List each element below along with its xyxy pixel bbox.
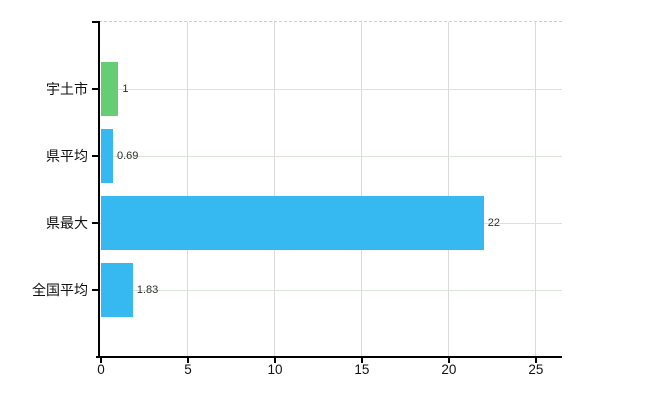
x-tick-mark xyxy=(447,357,450,363)
x-tick-label: 15 xyxy=(354,362,370,377)
bar-value-label: 0.69 xyxy=(117,150,139,162)
category-label: 県平均 xyxy=(46,148,88,164)
x-tick-mark xyxy=(534,357,537,363)
plot-top-border xyxy=(99,21,562,22)
bar xyxy=(101,196,484,250)
y-axis-top-tick xyxy=(92,21,100,23)
x-tick-label: 5 xyxy=(184,362,192,377)
x-tick-label: 10 xyxy=(267,362,283,377)
x-gridline xyxy=(361,22,363,356)
category-tick xyxy=(92,155,100,157)
x-gridline xyxy=(448,22,450,356)
bar-value-label: 22 xyxy=(487,217,500,229)
x-tick-label: 25 xyxy=(528,362,544,377)
category-tick xyxy=(92,289,100,291)
x-tick-label: 0 xyxy=(97,362,105,377)
bar-value-label: 1.83 xyxy=(136,284,159,296)
x-gridline xyxy=(535,22,537,356)
category-label: 全国平均 xyxy=(32,282,88,298)
y-gridline xyxy=(99,289,562,291)
x-axis-line xyxy=(96,356,562,358)
y-gridline xyxy=(99,155,562,157)
category-tick xyxy=(92,88,100,90)
bar xyxy=(101,62,119,116)
y-axis-line xyxy=(98,21,100,358)
x-tick-mark xyxy=(360,357,363,363)
x-gridline xyxy=(274,22,276,356)
category-tick xyxy=(92,222,100,224)
x-gridline xyxy=(187,22,189,356)
category-label: 宇土市 xyxy=(46,81,88,97)
bar xyxy=(101,263,133,317)
bar xyxy=(101,129,113,183)
x-tick-mark xyxy=(186,357,189,363)
x-tick-label: 20 xyxy=(441,362,457,377)
x-tick-mark xyxy=(273,357,276,363)
category-label: 県最大 xyxy=(46,215,88,231)
bar-value-label: 1 xyxy=(122,83,129,95)
x-tick-mark xyxy=(100,357,102,363)
y-gridline xyxy=(99,88,562,90)
